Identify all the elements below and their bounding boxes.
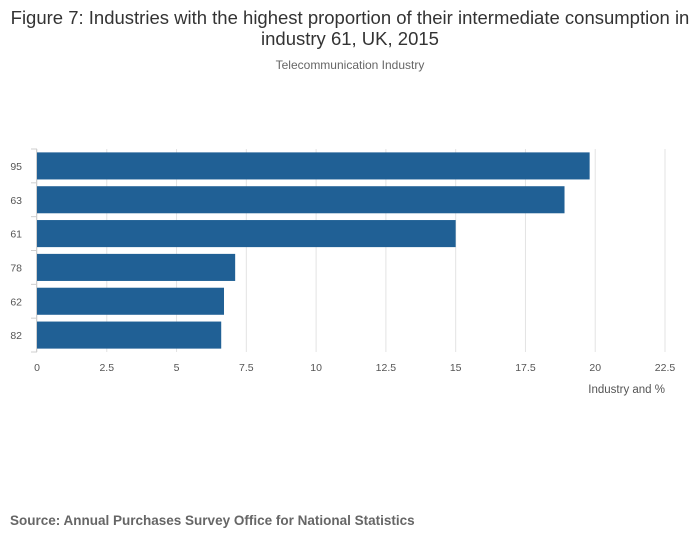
x-tick-label: 0 [34,362,40,374]
x-tick-label: 22.5 [655,362,676,374]
source-note: Source: Annual Purchases Survey Office f… [10,513,415,528]
x-tick-label: 5 [174,362,180,374]
bar-82 [37,321,222,349]
x-tick-label: 2.5 [99,362,114,374]
bar-63 [37,186,565,214]
x-tick-label: 20 [589,362,601,374]
bar-95 [37,152,590,180]
bar-62 [37,287,225,315]
x-tick-label: 7.5 [239,362,254,374]
y-tick-label: 62 [10,296,22,308]
bar-61 [37,220,456,248]
x-axis-title: Industry and % [588,384,665,396]
bar-78 [37,253,236,281]
y-tick-label: 82 [10,330,22,342]
y-tick-label: 95 [10,161,22,173]
y-tick-label: 63 [10,195,22,207]
x-tick-label: 17.5 [515,362,536,374]
y-tick-label: 61 [10,229,22,241]
x-tick-label: 12.5 [376,362,397,374]
x-tick-label: 15 [450,362,462,374]
chart-title: Figure 7: Industries with the highest pr… [10,7,690,49]
chart-subtitle: Telecommunication Industry [275,58,425,72]
x-tick-label: 10 [310,362,322,374]
y-tick-label: 78 [10,262,22,274]
